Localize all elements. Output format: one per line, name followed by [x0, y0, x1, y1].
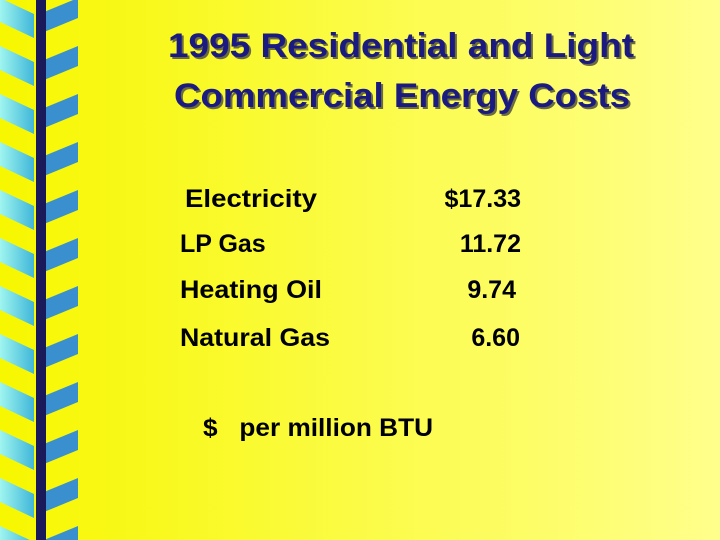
title-shadow: Commercial Energy Costs [176, 79, 632, 117]
fuel-cost: $17.33 [445, 185, 521, 213]
fuel-label: Electricity [185, 185, 317, 213]
title-line: Commercial Energy Costs [174, 77, 630, 115]
fuel-cost: 9.74 [467, 276, 516, 304]
title-line: 1995 Residential and Light [168, 27, 634, 65]
title-shadow: 1995 Residential and Light [170, 29, 636, 67]
unit-note: $ per million BTU [203, 414, 433, 442]
fuel-cost: 6.60 [471, 324, 520, 352]
cost-table: Electricity $17.33 LP Gas 11.72 Heating … [180, 185, 521, 352]
fuel-label: LP Gas [180, 230, 266, 258]
fuel-cost: 11.72 [460, 230, 521, 258]
fuel-label: Heating Oil [180, 276, 322, 304]
ribbon-bar [36, 0, 46, 540]
title: 1995 Residential and Light 1995 Resident… [168, 27, 636, 117]
fuel-label: Natural Gas [180, 324, 330, 352]
